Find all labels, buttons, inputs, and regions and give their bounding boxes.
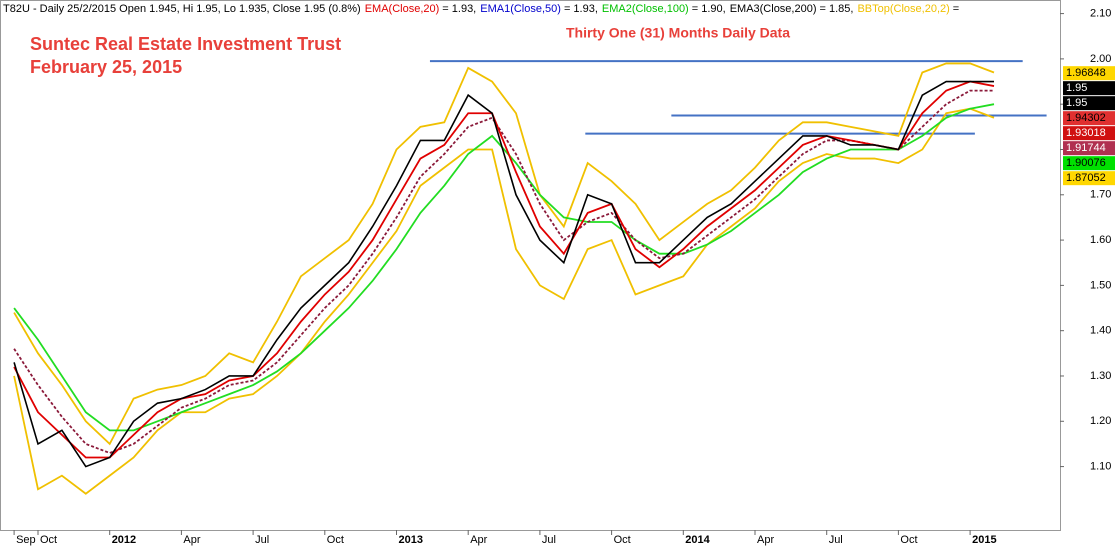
- y-tick-label: 1.60: [1090, 234, 1111, 246]
- x-tick-label: Oct: [614, 534, 631, 546]
- x-tick-label: 2014: [685, 534, 710, 546]
- x-tick-label: Sep: [16, 534, 36, 546]
- legend-name: BBTop(Close,20,2): [857, 3, 949, 15]
- price-label: 1.93018: [1066, 127, 1106, 139]
- x-tick-label: Apr: [470, 534, 487, 546]
- legend-name: EMA3(Close,200): [730, 3, 817, 15]
- y-tick-label: 1.10: [1090, 460, 1111, 472]
- y-tick-label: 1.50: [1090, 279, 1111, 291]
- price-label-bg: [1063, 111, 1115, 126]
- y-tick-label: 1.40: [1090, 325, 1111, 337]
- legend-name: EMA(Close,20): [365, 3, 440, 15]
- x-tick-label: Apr: [757, 534, 774, 546]
- chart-title: Suntec Real Estate Investment Trust: [30, 34, 341, 54]
- chart-subtitle: Thirty One (31) Months Daily Data: [566, 25, 790, 41]
- price-label-bg: [1063, 66, 1115, 81]
- price-label: 1.95: [1066, 97, 1087, 109]
- legend-name: EMA1(Close,50): [480, 3, 561, 15]
- legend-value: = 1.93,: [442, 3, 476, 15]
- x-tick-label: Jul: [255, 534, 269, 546]
- indicator-line: [13, 89, 994, 454]
- x-tick-label: 2013: [399, 534, 423, 546]
- y-tick-label: 2.10: [1090, 7, 1111, 19]
- price-label: 1.87052: [1066, 172, 1106, 184]
- x-tick-label: Oct: [900, 534, 917, 546]
- plot-area: [0, 0, 1061, 531]
- y-tick-label: 2.00: [1090, 53, 1111, 65]
- x-tick-label: Apr: [183, 534, 200, 546]
- price-label-bg: [1063, 81, 1115, 96]
- price-label: 1.90076: [1066, 157, 1106, 169]
- indicator-line: [13, 62, 995, 446]
- price-label: 1.94302: [1066, 112, 1106, 124]
- x-tick-label: Jul: [829, 534, 843, 546]
- price-label-bg: [1063, 126, 1115, 141]
- price-label-bg: [1063, 171, 1115, 186]
- price-label: 1.96848: [1066, 67, 1106, 79]
- legend-value: = 1.93,: [564, 3, 598, 15]
- price-label: 1.91744: [1066, 142, 1106, 154]
- price-label: 1.95: [1066, 82, 1087, 94]
- price-label-bg: [1063, 96, 1115, 111]
- x-tick-label: 2012: [112, 534, 136, 546]
- y-tick-label: 1.70: [1090, 189, 1111, 201]
- x-tick-label: Oct: [40, 534, 57, 546]
- legend-value: = 1.85,: [820, 3, 854, 15]
- chart-date: February 25, 2015: [30, 57, 182, 77]
- x-tick-label: Jul: [542, 534, 556, 546]
- price-line: [13, 80, 994, 468]
- price-label-bg: [1063, 156, 1115, 171]
- x-tick-label: 2015: [972, 534, 996, 546]
- indicator-line: [13, 103, 995, 432]
- y-tick-label: 1.30: [1090, 370, 1111, 382]
- ticker-info: T82U - Daily 25/2/2015 Open 1.945, Hi 1.…: [3, 3, 361, 15]
- price-label-bg: [1063, 141, 1115, 156]
- y-tick-label: 1.20: [1090, 415, 1111, 427]
- legend-value: =: [953, 3, 959, 15]
- indicator-line: [13, 107, 995, 495]
- legend-value: = 1.90,: [692, 3, 726, 15]
- legend-name: EMA2(Close,100): [602, 3, 689, 15]
- x-tick-label: Oct: [327, 534, 344, 546]
- header: T82U - Daily 25/2/2015 Open 1.945, Hi 1.…: [3, 3, 959, 15]
